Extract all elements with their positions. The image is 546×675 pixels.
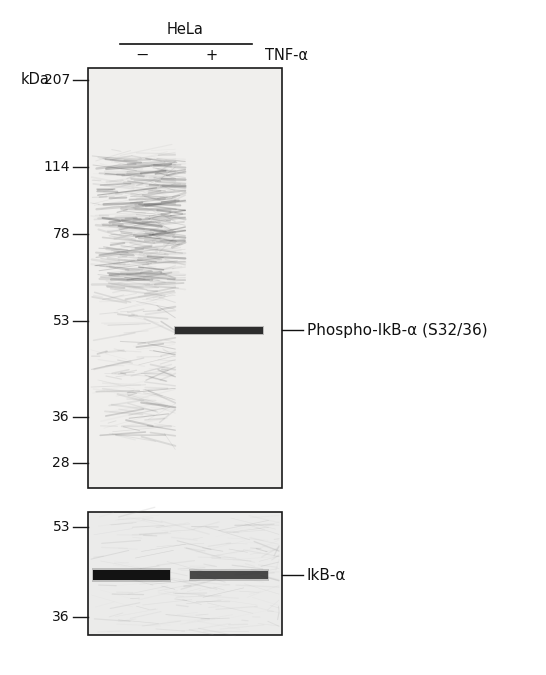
Text: −: − [135,47,149,63]
Bar [93,570,170,580]
Text: 53: 53 [52,520,70,534]
Text: kDa: kDa [21,72,50,88]
Text: 53: 53 [52,314,70,328]
Text: 36: 36 [52,610,70,624]
Text: 28: 28 [52,456,70,470]
Bar [174,325,264,335]
Text: IkB-α: IkB-α [307,568,347,583]
Bar [88,68,282,488]
Bar [189,569,269,581]
Bar [175,327,263,333]
Text: TNF-α: TNF-α [265,47,308,63]
Text: 207: 207 [44,73,70,87]
Text: 36: 36 [52,410,70,424]
Text: HeLa: HeLa [167,22,204,38]
Bar [92,568,171,582]
Text: +: + [206,47,218,63]
Text: 78: 78 [52,227,70,241]
Bar [88,512,282,635]
Bar [190,571,268,579]
Text: 114: 114 [44,160,70,174]
Text: Phospho-IkB-α (S32/36): Phospho-IkB-α (S32/36) [307,323,488,338]
